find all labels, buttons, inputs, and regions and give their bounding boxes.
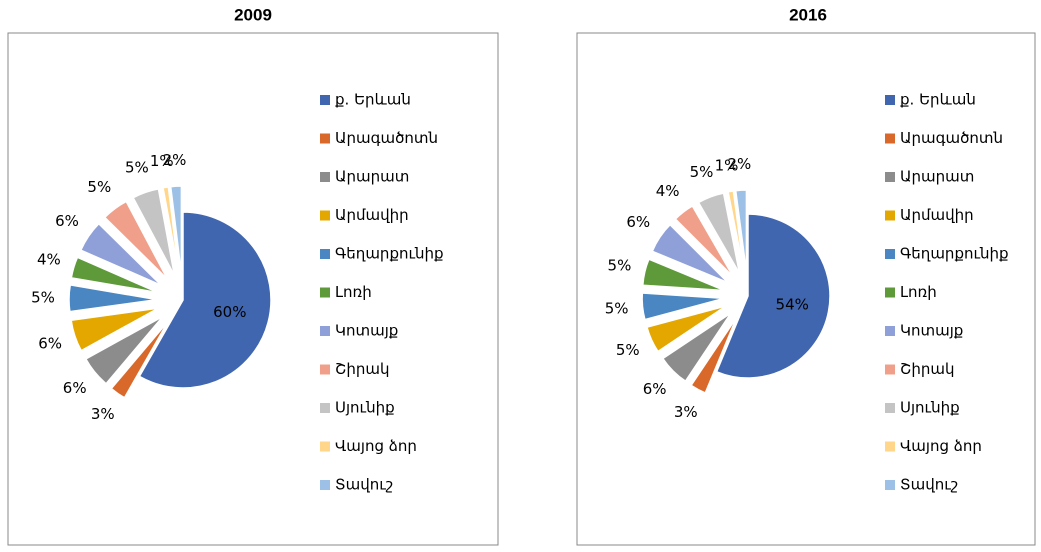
pie-slice [70,256,159,294]
data-label: 6% [63,379,87,397]
legend-swatch [885,210,895,221]
legend-label: Գեղարքունիք [900,245,1009,263]
legend-label: Լոռի [335,283,372,301]
legend-label: Արարատ [335,168,409,186]
legend-label: Լոռի [900,283,937,301]
legend-swatch [320,95,330,105]
legend-label: Շիրակ [900,360,955,378]
legend-swatch [885,364,895,375]
data-label: 4% [656,182,680,200]
legend-swatch [885,95,895,105]
data-label: 2% [163,151,187,169]
legend-label: ք. Երևան [335,91,411,109]
pie-slice [661,312,732,383]
legend-label: Կոտայք [900,322,963,340]
legend-label: Վայոց ձոր [335,437,417,455]
pie-slice [162,186,180,275]
legend-swatch [320,249,330,259]
legend-swatch [320,172,330,182]
pie-slice [697,192,741,274]
legend-swatch [885,441,895,452]
chart-frame [7,32,499,546]
data-label: 5% [608,257,632,275]
pie-slice [715,213,831,379]
data-label: 6% [643,380,667,398]
data-label: 6% [38,335,62,353]
legend-swatch [320,403,330,413]
pie-slice [690,316,738,394]
data-label: 5% [605,299,629,317]
legend-label: Կոտայք [335,322,398,340]
legend-swatch [885,287,895,298]
legend-label: Տավուշ [335,476,393,494]
legend-label: ք. Երևան [900,91,976,109]
chart-title: 2009 [234,5,272,24]
legend-label: Սյունիք [900,399,960,417]
data-label: 1% [150,152,174,170]
legend-swatch [320,441,330,452]
legend-swatch [320,133,330,144]
data-label: 3% [91,405,115,423]
legend-swatch [320,480,330,490]
legend-label: Արագածոտն [900,129,1003,147]
pie-slice [110,320,169,399]
data-label: 1% [715,156,739,174]
legend-swatch [885,249,895,259]
pie-slice [70,307,159,352]
pie-slice [132,188,176,276]
legend-label: Տավուշ [900,476,958,494]
data-label: 54% [776,295,809,313]
data-label: 4% [37,250,61,268]
legend-label: Գեղարքունիք [335,245,444,263]
data-label: 60% [213,303,246,321]
legend-swatch [885,133,895,144]
legend-swatch [320,364,330,375]
chart-frame [576,32,1036,546]
pie-slice [138,211,272,389]
pie-slice [641,292,725,321]
data-label: 6% [55,212,79,230]
pie-slice [169,185,183,275]
legend-swatch [320,210,330,221]
pie-slice [674,204,735,278]
data-label: 5% [31,288,55,306]
pie-slice [734,189,748,273]
pie-slice [642,258,725,292]
legend-swatch [320,287,330,298]
legend-label: Արարատ [900,168,974,186]
legend-label: Արմավիր [335,206,409,224]
pie-slice [84,315,164,385]
data-label: 3% [674,403,698,421]
data-label: 5% [690,163,714,181]
legend-label: Արմավիր [900,206,974,224]
pie-slice [68,284,158,313]
data-label: 2% [727,155,751,173]
legend-swatch [320,326,330,336]
legend-label: Սյունիք [335,399,395,417]
pie-slice [103,200,169,280]
data-label: 6% [626,213,650,231]
chart-title: 2016 [789,5,827,24]
legend-swatch [885,326,895,336]
pie-slice [79,222,162,287]
data-label: 5% [616,341,640,359]
pie-slice [651,223,729,284]
legend-swatch [885,172,895,182]
data-label: 5% [125,158,149,176]
legend-label: Շիրակ [335,360,390,378]
data-label: 5% [87,178,111,196]
legend-label: Արագածոտն [335,129,438,147]
legend-swatch [885,480,895,490]
pie-slice [646,305,727,353]
pie-slice [727,190,745,273]
legend-swatch [885,403,895,413]
legend-label: Վայոց ձոր [900,437,982,455]
